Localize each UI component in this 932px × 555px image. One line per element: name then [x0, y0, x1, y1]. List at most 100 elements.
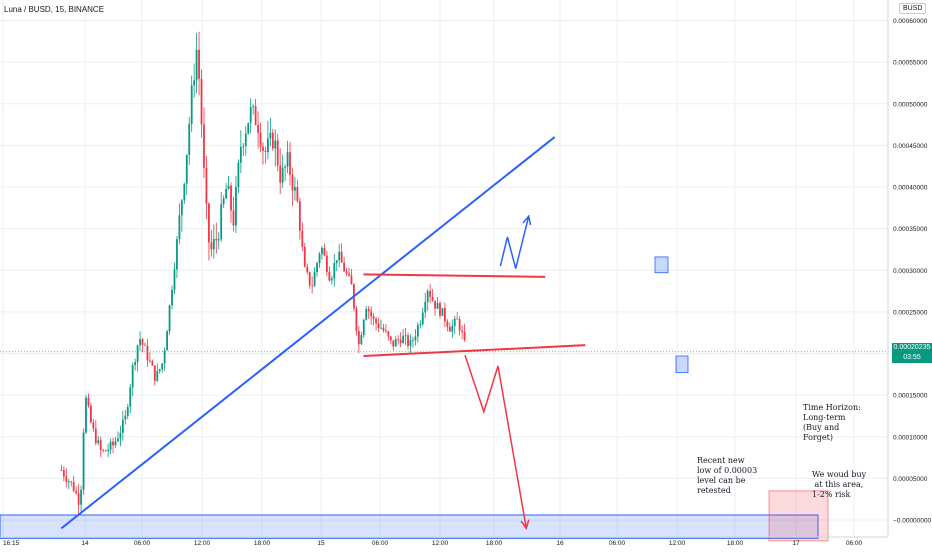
candle-body — [355, 308, 358, 331]
drawing-layer[interactable] — [0, 136, 888, 531]
candle-body — [444, 307, 446, 322]
channel-resistance-line[interactable] — [363, 273, 546, 278]
bullish-arrowhead — [522, 214, 532, 226]
candle-body — [271, 132, 274, 149]
bearish-projection-path[interactable] — [464, 354, 528, 529]
candle-body — [151, 360, 154, 366]
candle-body — [149, 360, 151, 362]
candle-body — [176, 239, 178, 270]
breakdown-box[interactable] — [675, 355, 689, 374]
breakout-box[interactable] — [654, 256, 669, 274]
candle-body — [141, 339, 144, 345]
candle-body — [409, 340, 412, 346]
candle-body — [77, 492, 80, 505]
candle-body — [362, 319, 365, 335]
candle-body — [65, 476, 68, 482]
candle-body — [129, 387, 132, 407]
candle-body — [301, 230, 304, 247]
candle-body — [264, 150, 267, 152]
channel-support-line[interactable] — [363, 344, 586, 357]
support-zone[interactable] — [0, 514, 819, 539]
symbol-title[interactable]: Luna / BUSD, 15, BINANCE — [4, 5, 105, 14]
x-tick-label: 17 — [792, 540, 800, 547]
candle-body — [62, 470, 65, 477]
candle-body — [208, 203, 210, 243]
candle-body — [139, 339, 141, 346]
candle-body — [276, 140, 279, 166]
candle-body — [330, 278, 333, 281]
candle-body — [112, 441, 114, 446]
candle-body — [453, 318, 456, 327]
candle-body — [389, 336, 392, 341]
candle-body — [99, 440, 102, 451]
y-tick-label: 0.00035000 — [893, 226, 928, 233]
candle-body — [244, 133, 247, 147]
x-tick-label: 06:00 — [846, 540, 863, 547]
candle-body — [180, 200, 183, 216]
candle-body — [94, 428, 97, 444]
candle-body — [247, 122, 250, 134]
x-tick-label: 06:00 — [609, 540, 626, 547]
candle-body — [67, 481, 70, 483]
candle-body — [222, 198, 225, 205]
candle-body — [200, 78, 203, 125]
y-tick-label: 0.00055000 — [893, 60, 928, 67]
candle-body — [193, 80, 196, 86]
candle-body — [124, 415, 127, 420]
candle-body — [291, 174, 294, 191]
trend-line[interactable] — [60, 136, 556, 530]
candle-body — [385, 330, 387, 332]
candle-body — [166, 331, 169, 351]
candlestick-series — [60, 31, 466, 514]
candle-body — [235, 186, 237, 226]
candle-body — [267, 138, 269, 152]
candle-body — [289, 152, 291, 175]
candle-body — [60, 470, 63, 471]
x-tick-label: 14 — [81, 540, 89, 547]
candle-body — [326, 255, 328, 272]
last-price-value: 0.00020235 — [893, 344, 931, 351]
candle-body — [429, 290, 432, 297]
candle-body — [426, 290, 429, 302]
candle-body — [345, 271, 348, 274]
currency-badge[interactable]: BUSD — [899, 3, 927, 14]
candle-body — [97, 440, 100, 444]
candle-body — [357, 330, 360, 345]
candle-body — [232, 210, 235, 226]
time-horizon-note[interactable]: Time Horizon: Long-term (Buy and Forget) — [803, 403, 861, 442]
x-tick-label: 18:00 — [254, 540, 271, 547]
x-tick-label: 18:00 — [486, 540, 503, 547]
candle-body — [239, 146, 242, 163]
candle-body — [318, 254, 321, 264]
y-tick-label: 0.00050000 — [893, 101, 928, 108]
candle-body — [274, 140, 277, 149]
candle-body — [257, 124, 259, 133]
x-tick-label: 18:00 — [727, 540, 744, 547]
candle-body — [421, 312, 424, 325]
candle-body — [284, 166, 287, 168]
bullish-projection-path[interactable] — [499, 215, 530, 269]
candle-body — [323, 247, 326, 256]
last-price-tag: 0.00020235 03:55 — [892, 343, 932, 363]
candle-countdown: 03:55 — [903, 353, 921, 361]
candle-body — [439, 303, 441, 316]
buy-area-note[interactable]: We woud buy at this area, 1-2% risk — [812, 470, 867, 499]
buy-area-box[interactable] — [768, 490, 829, 542]
candle-body — [117, 438, 119, 442]
candle-body — [82, 432, 85, 490]
candle-body — [281, 167, 284, 183]
candle-body — [102, 450, 105, 451]
recent-low-note[interactable]: Recent new low of 0.00003 level can be r… — [697, 456, 758, 495]
candle-body — [394, 339, 397, 347]
candle-body — [343, 262, 346, 272]
candle-body — [92, 422, 95, 429]
candle-body — [72, 482, 75, 491]
candle-body — [279, 165, 282, 183]
candle-body — [205, 167, 208, 204]
y-tick-label: 0.00015000 — [893, 393, 928, 400]
candle-body — [183, 183, 186, 201]
candle-body — [377, 323, 380, 328]
